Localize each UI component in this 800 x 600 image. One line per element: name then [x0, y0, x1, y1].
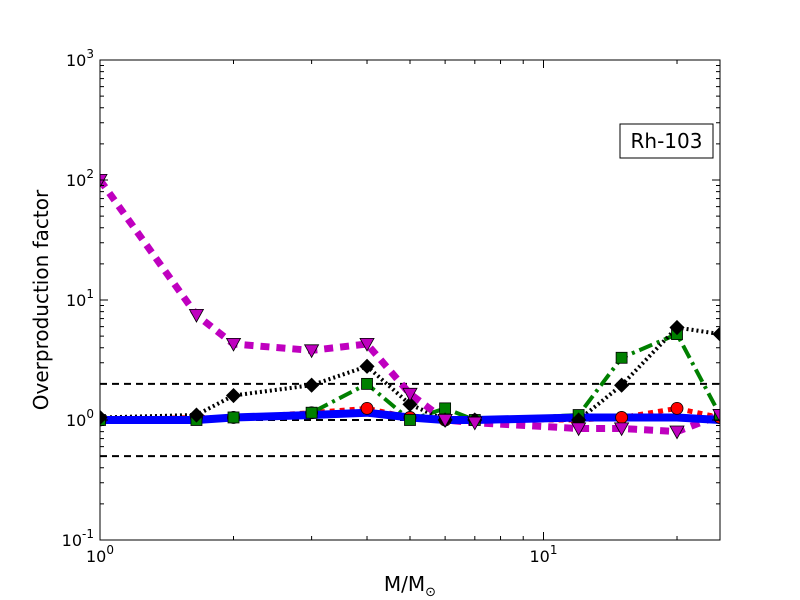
data-point-s3-1 — [100, 409, 108, 426]
data-point-s4-11 — [669, 425, 685, 440]
x-tick-label-base: 10 — [86, 547, 106, 566]
data-point-s4-8 — [467, 416, 483, 431]
y-tick-label-exponent: 0 — [86, 407, 94, 421]
data-point-s3-12 — [712, 326, 720, 342]
y-tick-label-base: 10 — [66, 411, 86, 430]
data-point-s2-7 — [439, 402, 452, 415]
data-point-s2-10 — [615, 351, 628, 364]
data-point-s4-6 — [402, 387, 418, 402]
y-tick-label: 10-1 — [62, 527, 94, 550]
x-axis-title: M/M⊙ — [384, 572, 436, 600]
data-point-s3-5 — [359, 358, 375, 374]
y-tick-label-exponent: 1 — [86, 287, 94, 301]
y-tick-label: 100 — [66, 407, 94, 430]
data-point-s4-3 — [225, 337, 242, 352]
annotation-text: Rh-103 — [631, 129, 703, 153]
data-point-s3-2 — [188, 407, 205, 423]
data-point-s3-11 — [669, 319, 685, 336]
y-axis-title: Overproduction factor — [29, 189, 53, 410]
series-line-4 — [100, 177, 720, 436]
x-tick-label-exponent: 1 — [550, 543, 558, 557]
data-point-s4-10 — [613, 422, 630, 437]
data-point-s3-6 — [402, 396, 418, 412]
data-point-s3-4 — [304, 377, 320, 393]
data-point-s2-6 — [404, 414, 416, 426]
x-tick-label: 100 — [86, 543, 114, 566]
x-tick-label-exponent: 0 — [106, 543, 114, 557]
y-tick-label-exponent: 3 — [86, 47, 94, 61]
annotation-box: Rh-103 — [619, 123, 714, 159]
data-point-s4-12 — [712, 409, 720, 423]
annotation-frame — [619, 123, 714, 159]
data-point-s1-11 — [670, 401, 684, 415]
y-tick-label: 101 — [66, 287, 94, 310]
x-axis-title-subscript: ⊙ — [425, 585, 436, 600]
x-tick-label: 101 — [530, 543, 558, 566]
x-tick-label-base: 10 — [530, 547, 550, 566]
data-point-s4-7 — [437, 413, 453, 428]
y-tick-label-base: 10 — [66, 171, 86, 190]
data-point-s2-5 — [361, 377, 373, 390]
y-tick-label-exponent: -1 — [82, 527, 94, 541]
data-point-s3-3 — [225, 387, 242, 404]
data-point-s4-4 — [303, 344, 320, 359]
x-axis-title-main: M/M — [384, 572, 425, 596]
data-point-s1-10 — [615, 411, 629, 424]
data-point-s4-9 — [570, 422, 587, 437]
data-point-s3-10 — [614, 377, 630, 393]
series-markers — [100, 173, 720, 440]
data-point-s2-4 — [305, 406, 318, 419]
data-point-s2-3 — [227, 411, 240, 424]
y-tick-label-base: 10 — [66, 291, 86, 310]
y-tick-label: 102 — [66, 167, 94, 190]
data-point-s4-2 — [188, 308, 205, 323]
y-tick-label: 103 — [66, 47, 94, 70]
data-point-s4-5 — [359, 337, 375, 352]
data-point-s1-5 — [360, 401, 374, 415]
axis-ticks — [99, 59, 720, 541]
y-tick-label-base: 10 — [66, 51, 86, 70]
y-tick-label-exponent: 2 — [86, 167, 94, 181]
y-tick-label-base: 10 — [62, 531, 82, 550]
data-point-s4-1 — [100, 173, 108, 188]
series-line-3 — [100, 325, 720, 422]
